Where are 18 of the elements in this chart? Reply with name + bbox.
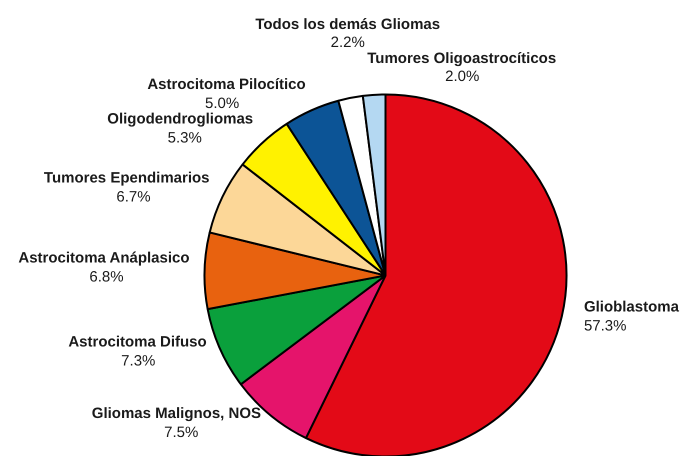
slice-label: Tumores Oligoastrocíticos bbox=[367, 50, 556, 67]
data-label: 57.3% bbox=[584, 318, 626, 335]
data-label: 2.2% bbox=[330, 34, 365, 51]
slice-label: Astrocitoma Pilocítico bbox=[147, 76, 306, 94]
data-label: 7.3% bbox=[121, 352, 156, 370]
data-label: 7.5% bbox=[164, 424, 198, 442]
slice-label: Gliomas Malignos, NOS bbox=[92, 405, 262, 422]
slice-label: Astrocitoma Difuso bbox=[68, 333, 207, 350]
data-label: 6.7% bbox=[116, 188, 151, 206]
slice-label: Tumores Ependimarios bbox=[44, 169, 210, 186]
data-label: 2.0% bbox=[445, 68, 480, 85]
data-label: 5.0% bbox=[205, 95, 240, 112]
slice-label: Astrocitoma Anáplasico bbox=[18, 249, 190, 266]
data-label: 6.8% bbox=[89, 268, 124, 286]
data-label: 5.3% bbox=[168, 130, 202, 147]
slice-label: Todos los demás Gliomas bbox=[255, 16, 440, 33]
slice-label: Glioblastoma bbox=[584, 298, 680, 316]
slice-label: Oligodendrogliomas bbox=[107, 110, 254, 128]
